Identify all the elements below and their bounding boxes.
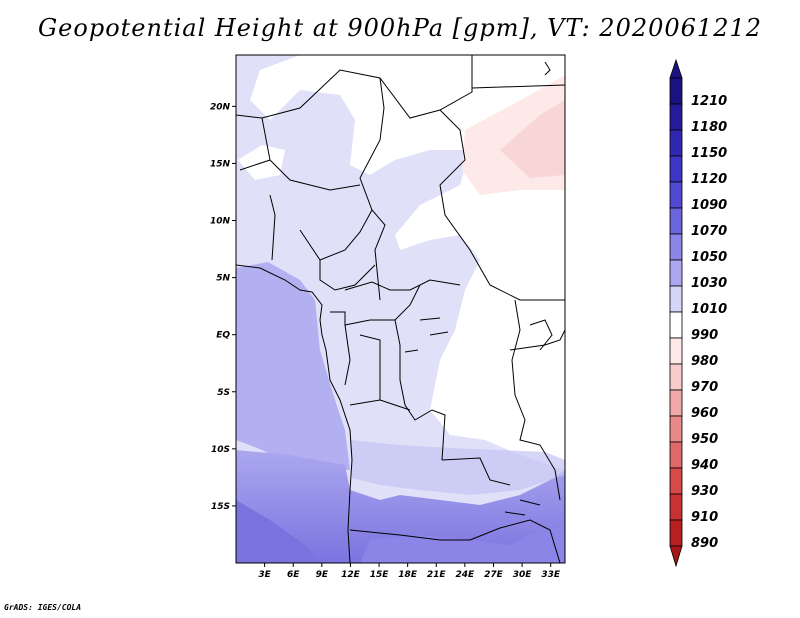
lon-tick-label: 27E <box>484 570 504 580</box>
colorbar-swatch <box>669 181 683 209</box>
lat-tick-label: 15N <box>210 159 231 169</box>
colorbar-label: 1210 <box>691 94 727 109</box>
lon-tick-label: 24E <box>456 570 476 580</box>
colorbar-swatch <box>669 311 683 339</box>
colorbar: 1210 1180 1150 1120 1090 1070 1050 1030 1010 990 9… <box>669 58 727 568</box>
colorbar-label: 930 <box>691 484 718 499</box>
lon-tick-label: 30E <box>513 570 533 580</box>
lat-tick-label: 5S <box>217 388 230 398</box>
chart-title: Geopotential Height at 900hPa [gpm], VT:… <box>38 14 762 42</box>
colorbar-swatch <box>669 389 683 417</box>
colorbar-bottom-arrow <box>669 545 683 568</box>
colorbar-label: 1090 <box>691 198 727 213</box>
colorbar-swatch <box>669 363 683 391</box>
lat-tick-label: 5N <box>216 274 230 284</box>
lon-tick-label: 18E <box>398 570 418 580</box>
lat-tick-label: EQ <box>216 331 230 341</box>
lon-tick-label: 6E <box>287 570 300 580</box>
colorbar-label: 1120 <box>691 172 727 187</box>
colorbar-swatch <box>669 207 683 235</box>
colorbar-swatch <box>669 77 683 105</box>
colorbar-label: 1030 <box>691 276 727 291</box>
colorbar-swatch <box>669 441 683 469</box>
lon-tick-label: 33E <box>541 570 561 580</box>
colorbar-swatch <box>669 155 683 183</box>
map-frame <box>235 54 566 564</box>
colorbar-label: 960 <box>691 406 718 421</box>
lon-tick-label: 12E <box>341 570 361 580</box>
colorbar-swatch <box>669 337 683 365</box>
colorbar-top-arrow <box>669 58 683 79</box>
footer-credit: GrADS: IGES/COLA <box>4 603 82 612</box>
colorbar-label: 1010 <box>691 302 727 317</box>
colorbar-swatch <box>669 103 683 131</box>
lat-tick-label: 10S <box>211 445 230 455</box>
lon-tick-label: 9E <box>316 570 329 580</box>
lon-tick-label: 15E <box>370 570 390 580</box>
colorbar-label: 1150 <box>691 146 727 161</box>
lat-tick-label: 15S <box>211 502 230 512</box>
colorbar-label: 950 <box>691 432 718 447</box>
colorbar-swatch <box>669 259 683 287</box>
colorbar-swatch <box>669 467 683 495</box>
latitude-axis: 20N 15N 10N 5N EQ 5S 10S 15S <box>210 102 236 512</box>
colorbar-swatch <box>669 233 683 261</box>
longitude-axis: 3E 6E 9E 12E 15E 18E 21E 24E 27E 30E 33E <box>258 563 561 580</box>
lat-tick-label: 20N <box>210 102 231 112</box>
lat-tick-label: 10N <box>210 217 231 227</box>
colorbar-swatch <box>669 493 683 521</box>
colorbar-label: 1050 <box>691 250 727 265</box>
colorbar-swatch <box>669 129 683 157</box>
colorbar-swatch <box>669 285 683 313</box>
colorbar-label: 990 <box>691 328 718 343</box>
colorbar-label: 970 <box>691 380 718 395</box>
colorbar-label: 910 <box>691 510 718 525</box>
lon-tick-label: 3E <box>258 570 271 580</box>
geopotential-shading <box>236 55 565 563</box>
country-borders <box>236 55 565 563</box>
colorbar-label: 1070 <box>691 224 727 239</box>
colorbar-swatch <box>669 519 683 547</box>
colorbar-swatch <box>669 415 683 443</box>
lon-tick-label: 21E <box>427 570 447 580</box>
colorbar-label: 980 <box>691 354 718 369</box>
colorbar-label: 890 <box>691 536 718 551</box>
colorbar-label: 940 <box>691 458 718 473</box>
colorbar-label: 1180 <box>691 120 727 135</box>
